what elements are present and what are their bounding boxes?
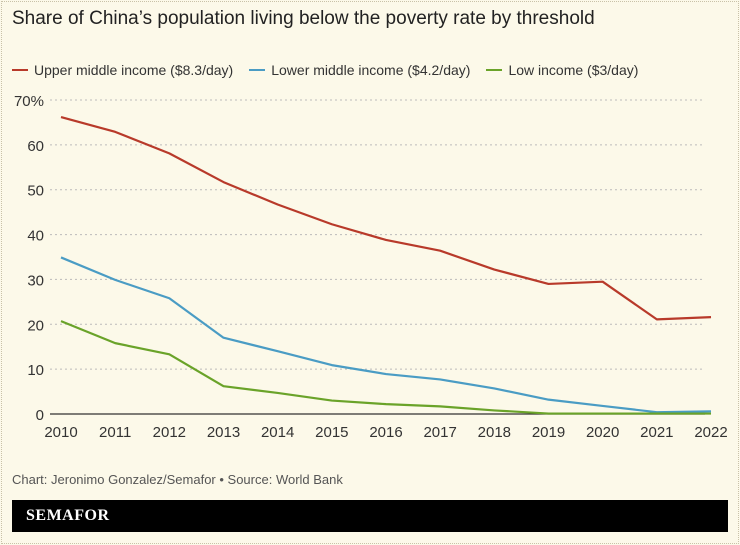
y-tick-label: 10 — [27, 362, 44, 379]
x-tick-label: 2010 — [44, 424, 77, 441]
y-tick-label: 30 — [27, 272, 44, 289]
x-tick-label: 2021 — [640, 424, 673, 441]
y-tick-label: 40 — [27, 228, 44, 245]
x-tick-label: 2017 — [423, 424, 456, 441]
y-tick-label: 0 — [36, 407, 44, 424]
x-tick-label: 2012 — [153, 424, 186, 441]
y-tick-label: 70% — [14, 93, 44, 110]
x-tick-label: 2019 — [532, 424, 565, 441]
legend-swatch — [12, 69, 28, 71]
x-tick-label: 2015 — [315, 424, 348, 441]
x-tick-label: 2014 — [261, 424, 294, 441]
x-tick-label: 2022 — [694, 424, 727, 441]
x-tick-label: 2011 — [99, 424, 131, 441]
semafor-logo: SEMAFOR — [26, 507, 110, 524]
x-tick-label: 2020 — [586, 424, 619, 441]
legend-swatch — [486, 69, 503, 71]
series-line-0 — [60, 115, 712, 321]
chart-credit: Chart: Jeronimo Gonzalez/Semafor • Sourc… — [12, 472, 343, 487]
series-line-2 — [60, 320, 711, 415]
legend-item-lower-middle: Lower middle income ($4.2/day) — [249, 62, 470, 78]
footer-bar: SEMAFOR — [12, 500, 728, 532]
series-line-1 — [60, 256, 712, 414]
legend-item-low: Low income ($3/day) — [486, 62, 638, 78]
x-tick-label: 2016 — [369, 424, 402, 441]
legend: Upper middle income ($8.3/day) Lower mid… — [12, 62, 638, 78]
legend-label: Low income ($3/day) — [508, 62, 639, 78]
chart-title: Share of China’s population living below… — [12, 8, 595, 29]
legend-swatch — [249, 69, 266, 71]
x-tick-label: 2013 — [207, 424, 240, 441]
legend-label: Lower middle income ($4.2/day) — [271, 62, 471, 78]
legend-label: Upper middle income ($8.3/day) — [34, 62, 234, 78]
y-tick-label: 20 — [27, 317, 44, 334]
y-tick-label: 60 — [27, 138, 44, 155]
x-tick-label: 2018 — [478, 424, 511, 441]
legend-item-upper-middle: Upper middle income ($8.3/day) — [12, 62, 233, 78]
y-tick-label: 50 — [27, 183, 44, 200]
